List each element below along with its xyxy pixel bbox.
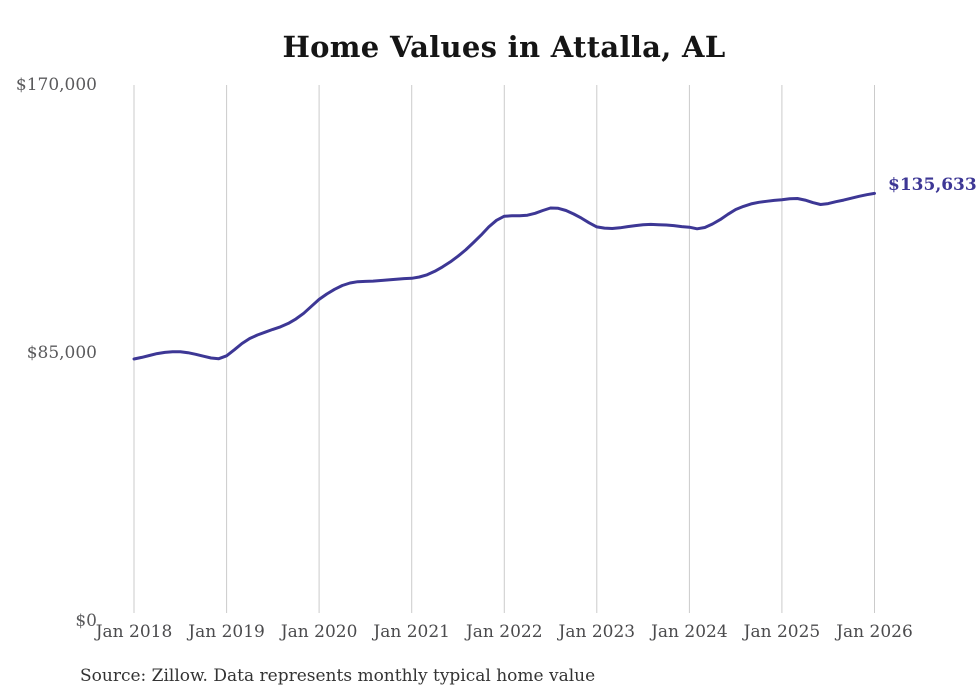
current-value-label: $135,633 [888,175,977,195]
y-tick-label-170000: $170,000 [15,75,97,95]
y-tick-label-0: $0 [75,611,97,631]
y-tick-label-85000: $85,000 [26,343,97,363]
x-tick-label-2024: Jan 2024 [651,622,728,642]
x-tick-label-2022: Jan 2022 [465,622,543,642]
x-tick-label-2020: Jan 2020 [280,622,358,642]
gridlines [133,85,875,613]
x-tick-label-2023: Jan 2023 [558,622,636,642]
x-tick-label-2025: Jan 2025 [743,622,821,642]
home-value-line [132,191,876,361]
x-tick-label-2021: Jan 2021 [373,622,450,642]
chart-title: Home Values in Attalla, AL [282,30,726,64]
x-tick-label-2019: Jan 2019 [188,622,265,642]
x-tick-label-2026: Jan 2026 [836,622,913,642]
x-tick-label-2018: Jan 2018 [95,622,173,642]
source-note: Source: Zillow. Data represents monthly … [80,666,596,686]
